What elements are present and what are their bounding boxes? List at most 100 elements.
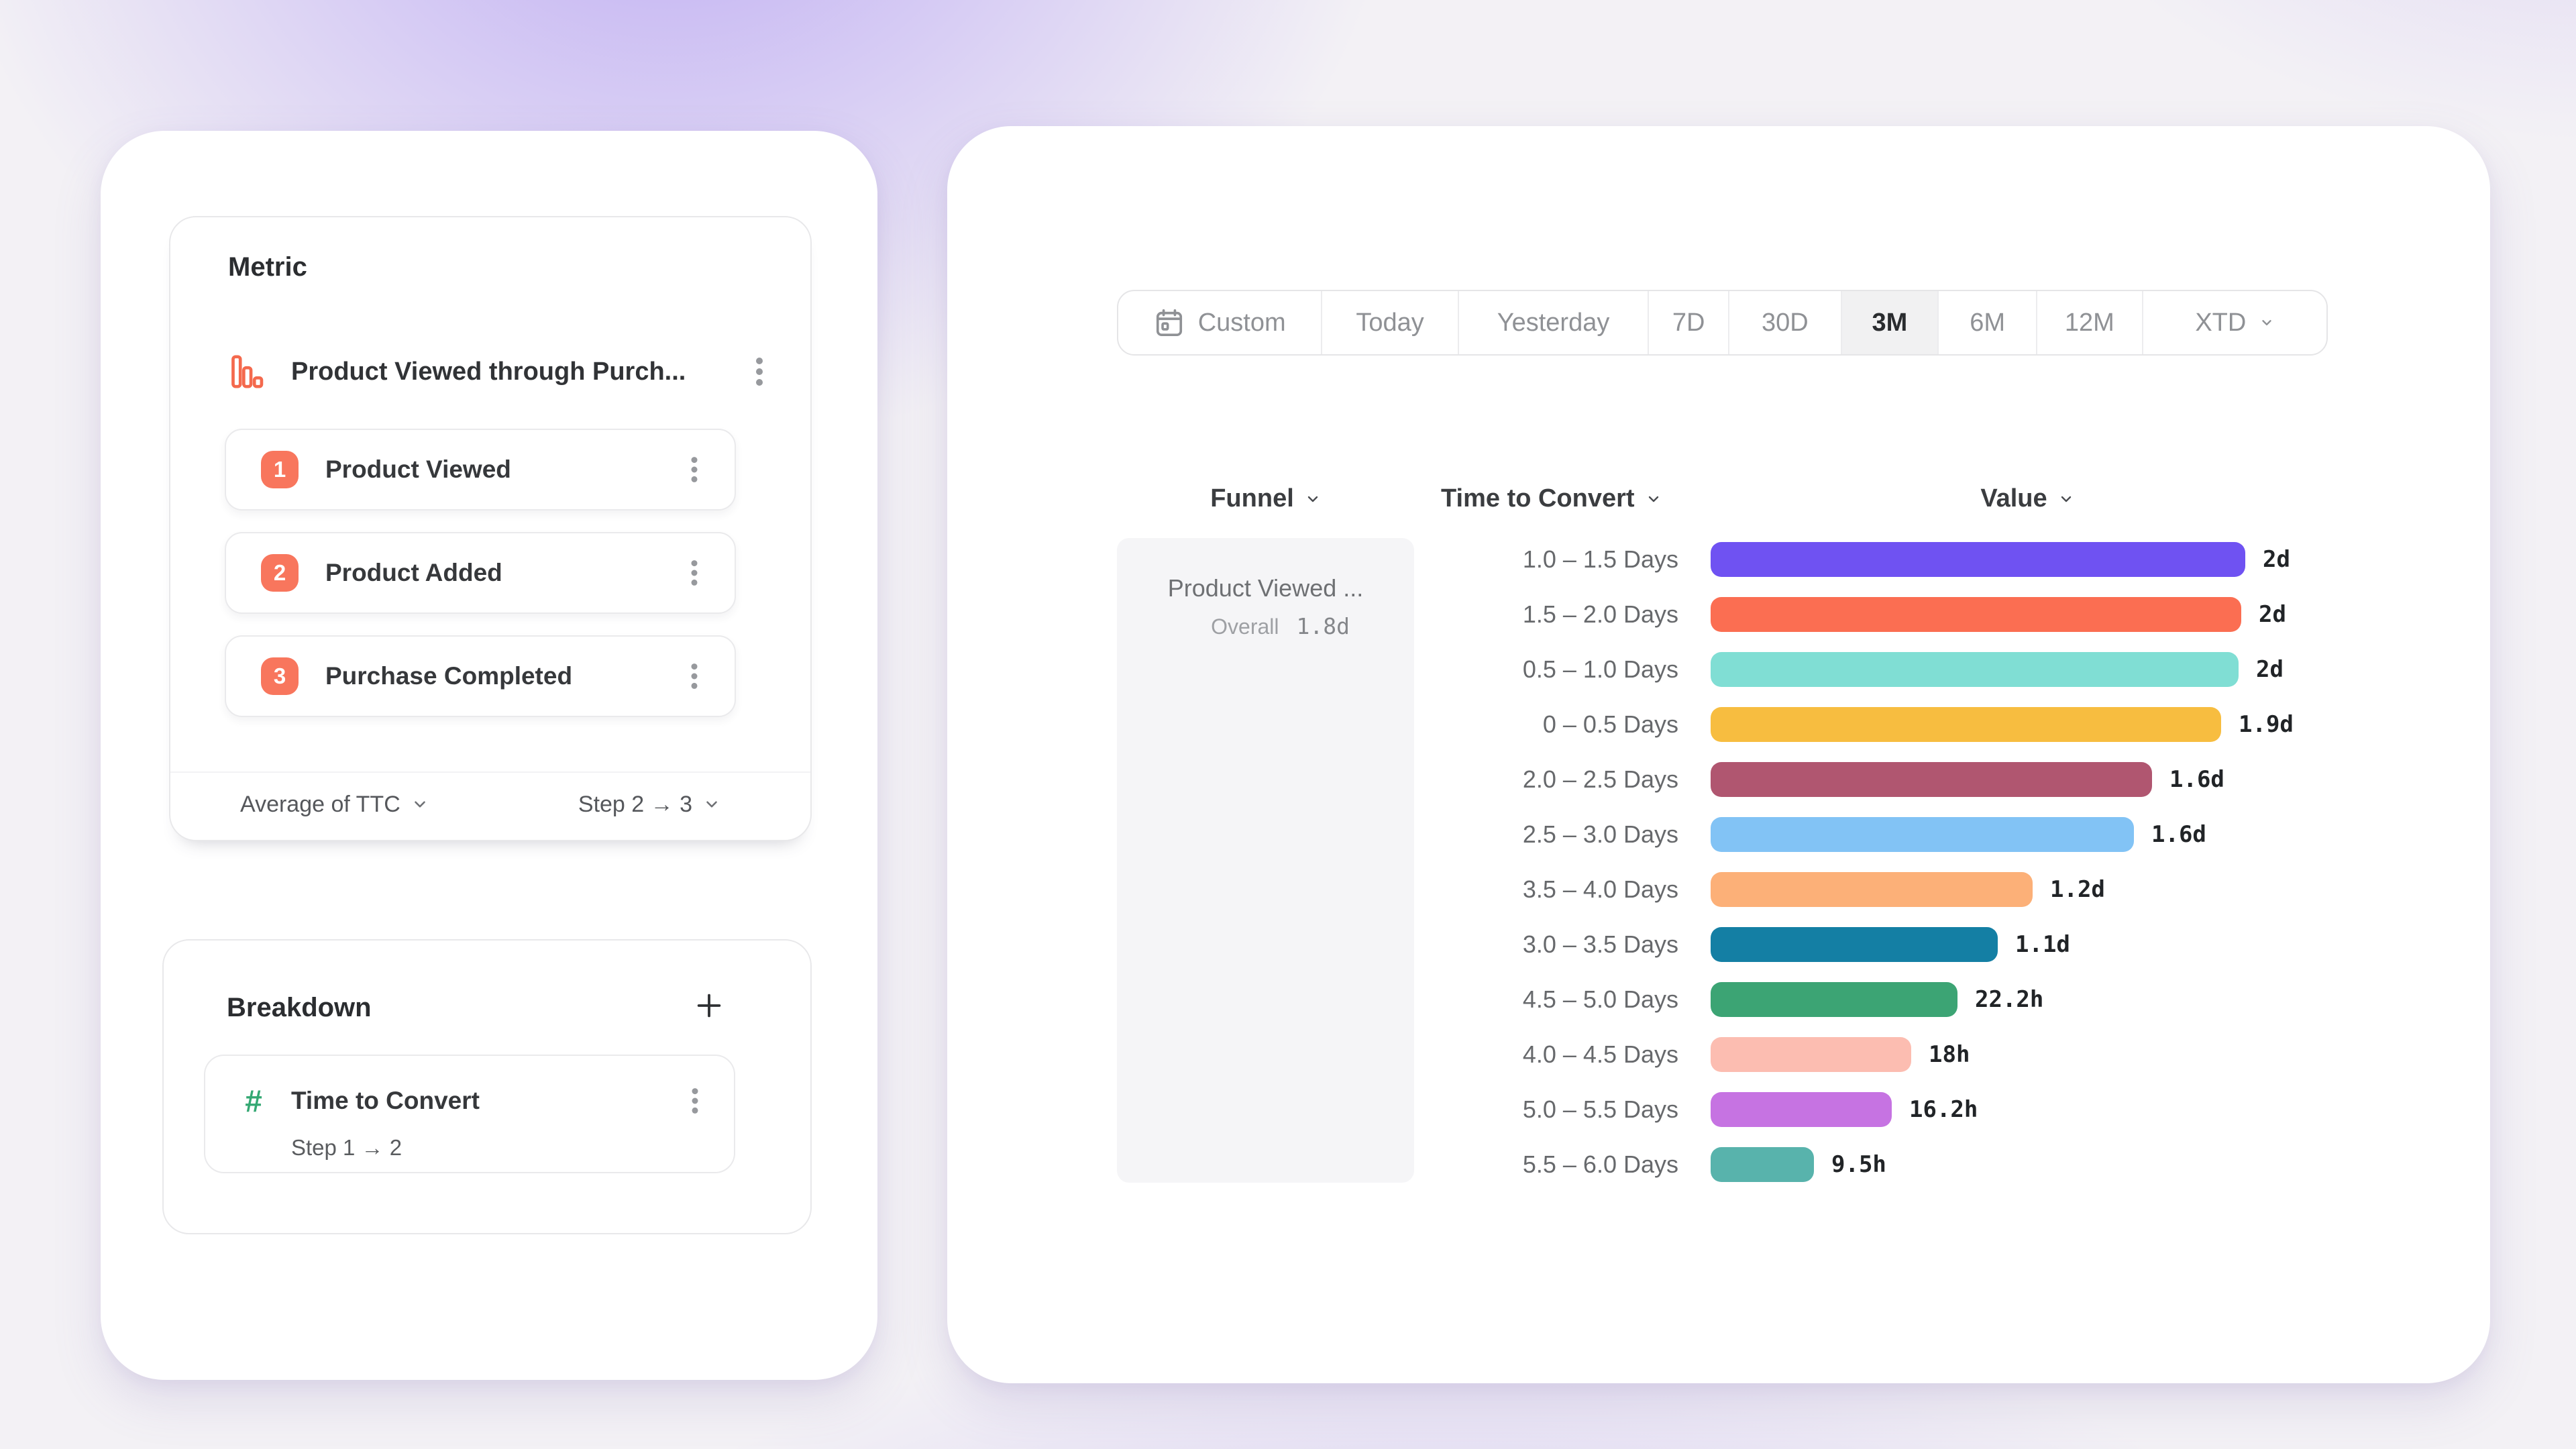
bar-value-label: 1.6d	[2151, 821, 2206, 848]
funnel-metric-row[interactable]: Product Viewed through Purch...	[228, 330, 773, 413]
bucket-label: 2.5 – 3.0 Days	[1522, 820, 1678, 848]
value-bar[interactable]	[1711, 597, 2241, 632]
funnel-group-name: Product Viewed ...	[1167, 574, 1364, 602]
funnel-step-row[interactable]: 2 Product Added	[225, 532, 736, 614]
chart-row: 2.5 – 3.0 Days 1.6d	[947, 807, 2463, 862]
bar-value-label: 18h	[1929, 1041, 1970, 1068]
chevron-down-icon	[706, 801, 717, 808]
breakdown-item[interactable]: # Time to Convert Step 1 → 2	[204, 1055, 735, 1173]
chart-row: 1.0 – 1.5 Days 2d	[947, 532, 2463, 587]
step-event-name: Purchase Completed	[325, 662, 573, 690]
aggregation-select[interactable]: Average of TTC	[240, 792, 429, 818]
bar-chart: 1.0 – 1.5 Days 2d 1.5 – 2.0 Days 2d 0.5 – 1.…	[947, 532, 2463, 1192]
bucket-label: 4.5 – 5.0 Days	[1522, 985, 1678, 1013]
bucket-label: 0 – 0.5 Days	[1542, 710, 1678, 738]
step-event-name: Product Viewed	[325, 455, 511, 483]
chart-row: 0.5 – 1.0 Days 2d	[947, 642, 2463, 697]
chevron-down-icon	[2262, 320, 2272, 325]
date-range-12m[interactable]: 12M	[2035, 291, 2142, 354]
bucket-label: 4.0 – 4.5 Days	[1522, 1040, 1678, 1068]
bucket-label: 3.0 – 3.5 Days	[1522, 930, 1678, 958]
date-range-3m[interactable]: 3M	[1840, 291, 1938, 354]
funnel-step-row[interactable]: 1 Product Viewed	[225, 429, 736, 511]
date-range-label: 3M	[1872, 308, 1908, 337]
kebab-menu-icon[interactable]	[746, 353, 773, 390]
funnel-group-cell[interactable]: Product Viewed ... Overall 1.8d	[1117, 538, 1414, 1183]
plus-icon	[697, 994, 721, 1018]
column-header-label: Time to Convert	[1441, 484, 1635, 513]
value-bar[interactable]	[1711, 652, 2239, 687]
date-range-label: XTD	[2195, 308, 2247, 337]
value-bar[interactable]	[1711, 927, 1998, 962]
kebab-menu-icon[interactable]	[682, 659, 706, 694]
bar-value-label: 2d	[2256, 656, 2284, 683]
chevron-down-icon	[2061, 496, 2071, 502]
add-breakdown-button[interactable]	[694, 990, 724, 1021]
chart-row: 1.5 – 2.0 Days 2d	[947, 587, 2463, 642]
date-range-label: 30D	[1761, 308, 1809, 337]
value-bar[interactable]	[1711, 982, 1957, 1017]
aggregation-select-label: Average of TTC	[240, 791, 400, 817]
value-bar[interactable]	[1711, 762, 2152, 797]
date-range-30d[interactable]: 30D	[1727, 291, 1841, 354]
breakdown-card: Breakdown # Time to Convert Step 1 → 2	[162, 939, 812, 1234]
value-bar[interactable]	[1711, 542, 2245, 577]
kebab-menu-icon[interactable]	[682, 555, 706, 590]
value-bar[interactable]	[1711, 1037, 1911, 1072]
column-header-value[interactable]: Value	[1927, 484, 2128, 513]
step-number-badge: 1	[261, 451, 299, 488]
report-panel: Custom Today Yesterday 7D 30D 3M 6M 12M XTD Funn…	[947, 126, 2490, 1383]
column-header-funnel[interactable]: Funnel	[1117, 484, 1414, 513]
chart-row: 3.0 – 3.5 Days 1.1d	[947, 917, 2463, 972]
step-number-badge: 2	[261, 554, 299, 592]
bar-value-label: 22.2h	[1975, 986, 2044, 1013]
chevron-down-icon	[1307, 496, 1318, 502]
breakdown-item-label: Time to Convert	[291, 1087, 480, 1114]
bar-value-label: 1.1d	[2015, 931, 2070, 958]
chart-row: 2.0 – 2.5 Days 1.6d	[947, 752, 2463, 807]
column-header-label: Value	[1980, 484, 2047, 513]
step-range-select[interactable]: Step 2 → 3	[578, 792, 720, 818]
value-bar[interactable]	[1711, 1147, 1814, 1182]
bucket-label: 1.5 – 2.0 Days	[1522, 600, 1678, 628]
bucket-label: 0.5 – 1.0 Days	[1522, 655, 1678, 683]
metric-section-title: Metric	[228, 252, 307, 282]
date-range-custom[interactable]: Custom	[1118, 291, 1321, 354]
bar-value-label: 1.2d	[2050, 876, 2105, 903]
breakdown-item-row: # Time to Convert	[239, 1083, 707, 1119]
bar-value-label: 1.9d	[2239, 711, 2294, 738]
bar-value-label: 9.5h	[1831, 1151, 1886, 1178]
funnel-metric-name: Product Viewed through Purch...	[291, 357, 686, 386]
column-header-time-to-convert[interactable]: Time to Convert	[1441, 484, 1662, 513]
funnel-step-row[interactable]: 3 Purchase Completed	[225, 635, 736, 717]
calendar-icon	[1156, 309, 1182, 337]
bucket-label: 1.0 – 1.5 Days	[1522, 545, 1678, 573]
date-range-xtd[interactable]: XTD	[2141, 291, 2326, 354]
value-bar[interactable]	[1711, 1092, 1892, 1127]
chart-row: 4.0 – 4.5 Days 18h	[947, 1027, 2463, 1082]
bar-value-label: 2d	[2263, 546, 2290, 573]
chevron-down-icon	[414, 801, 425, 808]
overall-value: 1.8d	[1296, 613, 1350, 639]
step-range-select-label: Step 2 → 3	[578, 791, 692, 817]
value-bar[interactable]	[1711, 872, 2033, 907]
funnel-overall-row: Overall 1.8d	[1117, 613, 1414, 639]
hash-icon: #	[245, 1083, 262, 1118]
kebab-menu-icon[interactable]	[683, 1083, 707, 1118]
value-bar[interactable]	[1711, 817, 2134, 852]
date-range-today[interactable]: Today	[1321, 291, 1458, 354]
chart-row: 4.5 – 5.0 Days 22.2h	[947, 972, 2463, 1027]
chart-row: 5.0 – 5.5 Days 16.2h	[947, 1082, 2463, 1137]
metric-card: Metric Product Viewed through Purch...	[169, 216, 812, 841]
step-event-name: Product Added	[325, 559, 502, 586]
date-range-6m[interactable]: 6M	[1937, 291, 2036, 354]
bucket-label: 5.5 – 6.0 Days	[1522, 1150, 1678, 1178]
breakdown-item-steps: Step 1 → 2	[291, 1135, 402, 1160]
date-range-yesterday[interactable]: Yesterday	[1457, 291, 1648, 354]
kebab-menu-icon[interactable]	[682, 452, 706, 487]
value-bar[interactable]	[1711, 707, 2221, 742]
date-range-label: Custom	[1197, 308, 1286, 337]
date-range-7d[interactable]: 7D	[1648, 291, 1728, 354]
bar-value-label: 16.2h	[1909, 1096, 1978, 1123]
